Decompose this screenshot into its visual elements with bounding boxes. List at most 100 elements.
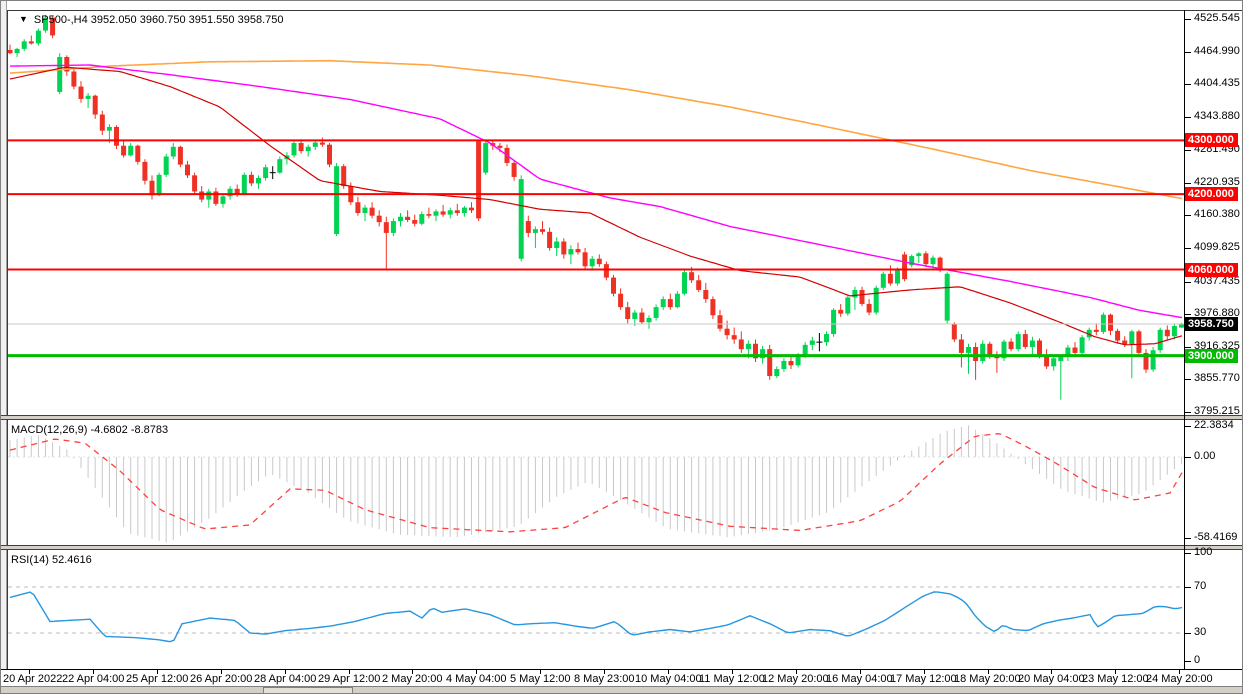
candle-down [192, 175, 198, 192]
candle-up [745, 343, 751, 350]
candle-up [554, 241, 560, 248]
candle-up [568, 249, 574, 255]
candle-up [1001, 341, 1007, 359]
macd-scale-label: 22.3834 [1194, 419, 1234, 431]
candle-down [625, 307, 631, 320]
axis-tick [1184, 379, 1191, 380]
main-chart-pane[interactable] [8, 11, 1184, 415]
candle-down [177, 146, 183, 165]
candle-up [1171, 326, 1177, 337]
candle-down [511, 162, 517, 177]
horizontal-scrollbar[interactable] [1, 686, 1242, 693]
candle-down [92, 95, 98, 115]
candle-up [795, 355, 801, 366]
axis-tick [1184, 314, 1191, 315]
time-axis-tick [732, 670, 733, 674]
candle-down [1037, 340, 1042, 356]
macd-pane[interactable] [8, 420, 1184, 545]
candle-down [838, 309, 844, 314]
candle-down [923, 253, 929, 265]
candle-down [71, 71, 77, 87]
candle-up [824, 334, 829, 343]
time-axis-label: 17 May 12:00 [890, 673, 957, 685]
collapse-triangle-icon[interactable]: ▼ [19, 14, 28, 24]
axis-tick [1184, 52, 1191, 53]
rsi-pane[interactable] [8, 550, 1184, 669]
candle-up [1179, 323, 1184, 328]
pane-splitter-rsi[interactable] [1, 545, 1242, 550]
time-axis-tick [988, 670, 989, 674]
price-badge: 4060.000 [1185, 263, 1238, 277]
price-axis-label: 4404.435 [1194, 77, 1240, 89]
candle-up [227, 188, 233, 197]
candle-up [220, 196, 226, 204]
candle-up [802, 344, 808, 356]
time-axis-tick [412, 670, 413, 674]
pane-splitter-macd[interactable] [1, 415, 1242, 420]
rsi-scale-label: 0 [1194, 654, 1201, 666]
candle-down [724, 328, 730, 336]
candle-down [199, 191, 205, 200]
axis-tick [1184, 84, 1191, 85]
time-axis-tick [1115, 670, 1116, 674]
candle-up [781, 360, 787, 370]
candle-down [937, 257, 943, 271]
candle-up [447, 210, 453, 215]
candle-down [561, 241, 567, 255]
candle-down [525, 221, 531, 233]
candle-up [532, 229, 538, 233]
candle-down [703, 289, 709, 300]
price-axis-label: 3976.880 [1194, 307, 1240, 319]
candle-up [845, 297, 851, 314]
time-axis-tick [157, 670, 158, 674]
price-axis-label: 4464.990 [1194, 45, 1240, 57]
candle-down [1093, 329, 1099, 332]
time-axis-label: 16 May 04:00 [826, 673, 893, 685]
candle-down [738, 339, 744, 350]
candle-down [78, 86, 84, 99]
candle-up [461, 207, 467, 214]
candle-down [234, 188, 240, 195]
time-axis-label: 4 May 04:00 [446, 673, 507, 685]
candle-up [1051, 358, 1057, 367]
candle-up [966, 346, 971, 353]
candle-down [440, 211, 446, 215]
candle-down [298, 143, 304, 152]
candle-down [142, 161, 148, 181]
candle-down [859, 289, 865, 304]
candle-down [902, 254, 908, 280]
candle-down [731, 335, 737, 340]
price-axis-label: 4099.825 [1194, 241, 1240, 253]
rsi-line [9, 591, 1183, 643]
time-axis-label: 23 May 12:00 [1082, 673, 1149, 685]
price-badge: 4200.000 [1185, 187, 1238, 201]
candle-down [369, 207, 375, 216]
axis-tick [1184, 150, 1191, 151]
time-axis-label: 18 May 20:00 [954, 673, 1021, 685]
candle-up [312, 142, 318, 147]
time-axis-label: 10 May 04:00 [635, 673, 702, 685]
axis-tick [1184, 457, 1191, 458]
candle-down [135, 145, 141, 162]
price-badge: 3958.750 [1185, 317, 1238, 331]
candle-up [362, 207, 368, 214]
time-axis-label: 20 Apr 2022 [3, 673, 63, 685]
time-axis-tick [349, 670, 350, 674]
candle-up [1015, 334, 1021, 350]
scrollbar-thumb[interactable] [263, 687, 353, 693]
candle-up [1150, 350, 1156, 370]
candle-down [717, 315, 723, 329]
candle-down [618, 293, 624, 308]
candle-down [497, 145, 503, 148]
candle-down [469, 207, 474, 211]
candle-down [99, 114, 105, 131]
time-axis-label: 8 May 23:00 [574, 673, 635, 685]
price-axis-border [1184, 10, 1185, 670]
candle-up [880, 273, 886, 288]
candle-up [256, 178, 261, 184]
candle-up [35, 30, 41, 44]
candle-down [1122, 340, 1128, 345]
candle-up [760, 349, 766, 359]
time-axis-tick [668, 670, 669, 674]
